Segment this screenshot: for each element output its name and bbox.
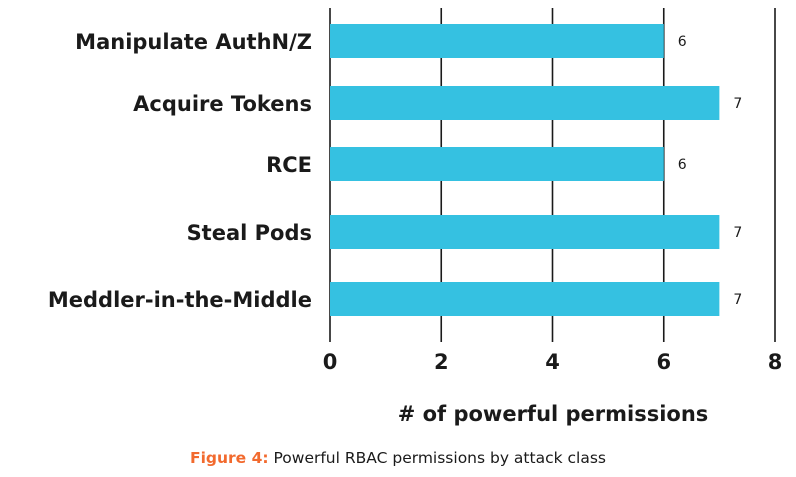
figure-number: Figure 4: (189, 449, 269, 467)
data-label: 7 (733, 225, 742, 241)
bar (330, 147, 664, 181)
bar (330, 282, 720, 316)
data-label: 7 (733, 96, 742, 112)
labels: 0 2 4 6 8 Manipulate AuthN/Z 6 Acquire Tokens 7 R… (48, 30, 782, 374)
figure-caption: Figure 4: Powerful RBAC permissions by a… (0, 449, 796, 467)
data-label: 6 (678, 157, 687, 173)
data-label: 6 (678, 34, 687, 50)
x-tick-label: 2 (434, 350, 449, 374)
bar (330, 24, 664, 58)
figure-caption-text: Powerful RBAC permissions by attack clas… (268, 449, 606, 467)
x-tick-label: 0 (323, 350, 338, 374)
x-tick-label: 6 (656, 350, 671, 374)
category-label: Manipulate AuthN/Z (75, 30, 312, 54)
x-axis-title: # of powerful permissions (398, 402, 709, 426)
bars (330, 24, 720, 316)
data-label: 7 (733, 292, 742, 308)
x-tick-label: 4 (545, 350, 560, 374)
category-label: RCE (266, 153, 312, 177)
bar (330, 86, 720, 120)
bar (330, 215, 720, 249)
x-tick-label: 8 (768, 350, 783, 374)
category-label: Acquire Tokens (133, 92, 312, 116)
category-label: Steal Pods (187, 221, 312, 245)
category-label: Meddler-in-the-Middle (48, 288, 312, 312)
